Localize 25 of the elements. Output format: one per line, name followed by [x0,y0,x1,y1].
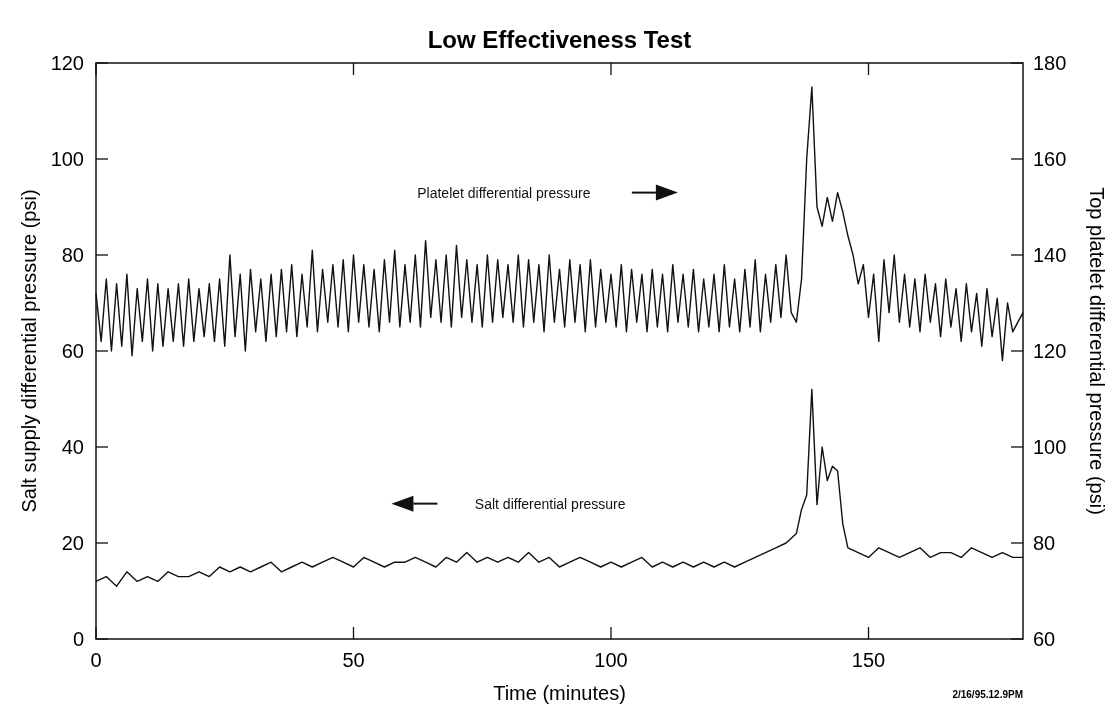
y2-tick-label: 120 [1033,340,1067,362]
y2-tick-label: 160 [1033,148,1067,170]
y-tick-label: 60 [61,340,84,362]
y-axis-title: Salt supply differential pressure (psi) [18,189,40,513]
text: 2/16/95.12.9PM [952,689,1023,700]
y2-tick-label: 80 [1033,532,1056,554]
y2-tick-label: 140 [1033,244,1067,266]
text: Platelet differential pressure [417,184,591,201]
text: Salt differential pressure [474,495,626,512]
x-tick-label: 100 [594,649,628,671]
y-tick-label: 100 [50,148,84,170]
y2-tick-label: 180 [1033,52,1067,74]
x-tick-label: 0 [90,649,102,671]
y-tick-label: 120 [50,52,84,74]
x-tick-label: 150 [851,649,886,671]
y-tick-label: 0 [72,628,84,650]
y-tick-label: 40 [61,436,84,458]
y2-tick-label: 60 [1033,628,1056,650]
x-axis-title: Time (minutes) [493,682,626,704]
y2-tick-label: 100 [1033,436,1067,458]
x-tick-label: 50 [342,649,365,671]
y-tick-label: 80 [61,244,84,266]
chart-title: Low Effectiveness Test [427,26,692,53]
y2-axis-title: Top platelet differential pressure (psi) [1086,187,1108,515]
y-tick-label: 20 [61,532,84,554]
